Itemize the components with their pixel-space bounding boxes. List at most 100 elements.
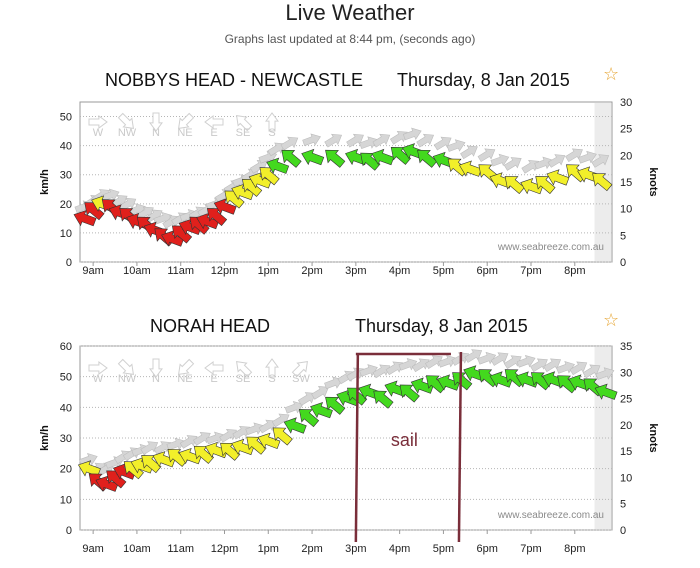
y-right-tick-label: 15 xyxy=(620,177,632,189)
y-right-tick-label: 30 xyxy=(620,97,632,109)
direction-legend-arrow xyxy=(149,112,163,132)
wind-arrow xyxy=(283,417,307,434)
direction-legend-arrow xyxy=(88,361,108,375)
wind-arrow xyxy=(373,390,394,409)
direction-legend-arrow xyxy=(265,112,279,132)
y-tick-label: 60 xyxy=(60,341,72,353)
x-tick-label: 12pm xyxy=(211,543,239,555)
y-right-tick-label: 10 xyxy=(620,204,632,216)
gust-arrow xyxy=(477,148,496,163)
gust-arrow xyxy=(595,367,615,380)
wind-arrow xyxy=(84,202,105,221)
x-tick-label: 10am xyxy=(123,543,151,555)
direction-legend-label: SW xyxy=(292,373,310,385)
gust-arrow xyxy=(530,358,548,373)
annotation-line xyxy=(354,353,360,543)
direction-legend-label: E xyxy=(210,373,217,385)
direction-legend-label: NE xyxy=(177,127,192,139)
direction-legend-label: SE xyxy=(236,127,251,139)
y-axis-label: km/h xyxy=(39,425,51,451)
y-tick-label: 40 xyxy=(60,141,72,153)
y-tick-label: 50 xyxy=(60,112,72,124)
gust-arrow xyxy=(416,133,435,148)
direction-legend-label: W xyxy=(93,127,104,139)
direction-legend-arrow xyxy=(236,115,253,132)
direction-legend-arrow xyxy=(117,112,134,129)
gust-arrow xyxy=(311,386,329,400)
y-right-tick-label: 5 xyxy=(620,230,626,242)
gust-arrow xyxy=(302,133,321,147)
x-tick-label: 7pm xyxy=(520,543,541,555)
y-right-axis-label: knots xyxy=(647,423,659,452)
gust-arrow xyxy=(591,154,610,168)
wind-arrow xyxy=(301,148,325,166)
direction-legend-arrow xyxy=(265,358,279,378)
x-tick-label: 10am xyxy=(123,265,151,277)
wind-arrow xyxy=(213,198,237,215)
wind-arrow xyxy=(371,148,395,166)
x-tick-label: 7pm xyxy=(520,265,541,277)
gust-arrow xyxy=(324,376,343,390)
y-tick-label: 20 xyxy=(60,199,72,211)
wind-arrow xyxy=(106,470,127,489)
y-right-tick-label: 0 xyxy=(620,525,626,537)
y-tick-label: 20 xyxy=(60,464,72,476)
chart-title: NORAH HEAD xyxy=(150,316,270,336)
gust-arrow xyxy=(503,157,522,171)
x-tick-label: 11am xyxy=(167,543,194,555)
gust-arrow xyxy=(433,136,452,151)
gust-arrow xyxy=(249,160,268,174)
y-tick-label: 40 xyxy=(60,402,72,414)
y-tick-label: 50 xyxy=(60,372,72,384)
gust-arrow xyxy=(464,349,483,363)
watermark-text: www.seabreeze.com.au xyxy=(497,242,604,253)
direction-legend-label: S xyxy=(268,373,275,385)
last-updated-text: Graphs last updated at 8:44 pm, (seconds… xyxy=(224,32,476,46)
wind-arrow xyxy=(259,167,280,186)
wind-arrow xyxy=(272,427,293,446)
y-tick-label: 0 xyxy=(66,525,72,537)
gust-arrow xyxy=(140,441,159,455)
direction-legend-label: N xyxy=(152,127,160,139)
gust-arrow xyxy=(346,133,364,148)
gust-arrow xyxy=(490,153,510,167)
x-tick-label: 8pm xyxy=(564,265,585,277)
x-tick-label: 8pm xyxy=(564,543,585,555)
y-right-tick-label: 20 xyxy=(620,150,632,162)
gust-arrow xyxy=(284,400,304,414)
wind-arrow xyxy=(266,157,290,174)
direction-legend-arrow xyxy=(178,358,195,375)
favourite-star-icon[interactable]: ☆ xyxy=(603,64,619,85)
direction-legend-label: NW xyxy=(118,127,137,139)
direction-legend-label: W xyxy=(93,373,104,385)
watermark-text: www.seabreeze.com.au xyxy=(497,510,604,521)
y-right-tick-label: 30 xyxy=(620,367,632,379)
x-tick-label: 3pm xyxy=(345,543,366,555)
gust-arrow xyxy=(446,139,466,152)
direction-legend-arrow xyxy=(117,358,134,375)
gust-arrow xyxy=(144,209,163,224)
gust-arrow xyxy=(565,148,583,163)
x-tick-label: 9am xyxy=(82,265,103,277)
y-axis-label: km/h xyxy=(39,169,51,195)
direction-legend-label: S xyxy=(268,127,275,139)
y-right-tick-label: 5 xyxy=(620,499,626,511)
direction-legend-label: NE xyxy=(177,373,192,385)
y-tick-label: 10 xyxy=(60,494,72,506)
favourite-star-icon[interactable]: ☆ xyxy=(603,310,619,331)
chart-date: Thursday, 8 Jan 2015 xyxy=(355,316,528,336)
gust-arrow xyxy=(372,133,391,148)
gust-arrow xyxy=(460,145,478,160)
wind-arrow xyxy=(325,149,346,168)
direction-legend-label: N xyxy=(152,373,160,385)
gust-arrow xyxy=(258,419,277,434)
x-tick-label: 6pm xyxy=(477,265,498,277)
y-tick-label: 10 xyxy=(60,228,72,240)
wind-arrow xyxy=(592,173,613,192)
gust-arrow xyxy=(543,358,562,373)
y-right-tick-label: 0 xyxy=(620,257,626,269)
x-tick-label: 12pm xyxy=(211,265,239,277)
x-tick-label: 4pm xyxy=(389,543,410,555)
direction-legend-label: NW xyxy=(118,373,137,385)
wind-arrow xyxy=(171,225,193,244)
